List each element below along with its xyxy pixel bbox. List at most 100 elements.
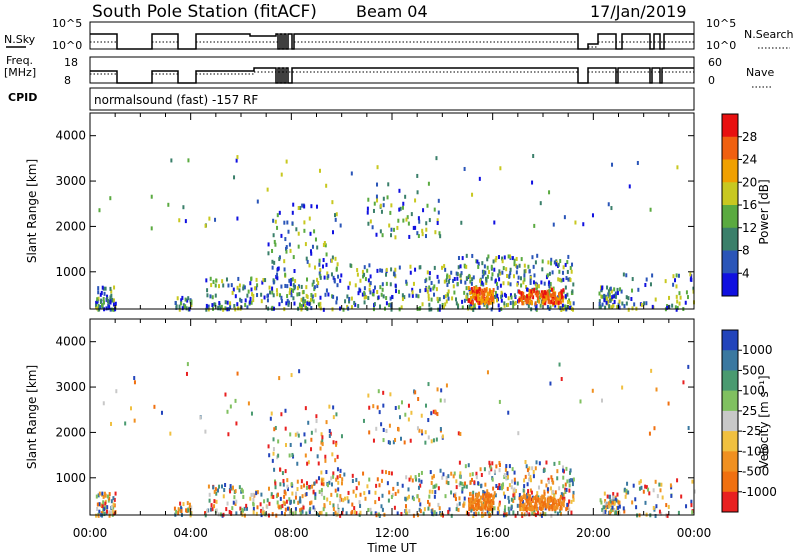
echo-cell bbox=[466, 296, 469, 301]
echo-cell bbox=[207, 484, 210, 489]
echo-cell bbox=[477, 264, 480, 269]
echo-cell bbox=[479, 278, 482, 283]
echo-cell bbox=[302, 290, 305, 295]
echo-cell bbox=[552, 289, 555, 294]
echo-cell bbox=[278, 505, 281, 510]
echo-cell bbox=[283, 220, 286, 225]
echo-cell bbox=[332, 503, 335, 508]
echo-cell bbox=[327, 292, 330, 297]
echo-cell bbox=[501, 256, 504, 261]
echo-cell bbox=[676, 299, 679, 304]
echo-cell bbox=[546, 504, 549, 509]
echo-cell bbox=[678, 301, 681, 306]
echo-cell bbox=[248, 300, 251, 305]
echo-cell bbox=[243, 506, 246, 511]
echo-cell bbox=[185, 306, 188, 311]
echo-cell bbox=[369, 274, 372, 279]
echo-cell bbox=[300, 507, 303, 512]
echo-cell bbox=[685, 504, 688, 509]
echo-cell bbox=[318, 271, 321, 276]
echo-cell bbox=[557, 262, 560, 267]
echo-cell bbox=[389, 282, 392, 287]
echo-cell bbox=[484, 505, 487, 510]
echo-cell bbox=[678, 291, 681, 296]
echo-cell bbox=[519, 499, 522, 504]
echo-cell bbox=[493, 506, 496, 511]
echo-cell bbox=[320, 492, 323, 497]
echo-cell bbox=[499, 463, 502, 468]
echo-cell bbox=[292, 296, 295, 301]
echo-cell bbox=[471, 494, 474, 499]
echo-cell bbox=[288, 290, 291, 295]
echo-cell bbox=[372, 289, 375, 294]
echo-cell bbox=[336, 467, 339, 472]
echo-cell bbox=[562, 288, 565, 293]
echo-cell bbox=[452, 278, 455, 283]
echo-cell bbox=[532, 470, 535, 475]
echo-cell bbox=[652, 488, 655, 493]
echo-cell bbox=[377, 389, 380, 394]
echo-cell bbox=[572, 494, 575, 499]
echo-cell bbox=[666, 513, 669, 518]
echo-cell bbox=[479, 467, 482, 472]
echo-cell bbox=[475, 471, 478, 476]
echo-cell bbox=[569, 478, 572, 483]
echo-cell bbox=[480, 295, 483, 300]
echo-cell bbox=[331, 255, 334, 260]
echo-cell bbox=[541, 504, 544, 509]
echo-cell bbox=[465, 295, 468, 300]
echo-cell bbox=[512, 300, 515, 305]
echo-cell bbox=[109, 295, 112, 300]
echo-cell bbox=[302, 296, 305, 301]
echo-cell bbox=[112, 502, 115, 507]
echo-cell bbox=[363, 300, 366, 305]
echo-cell bbox=[556, 295, 559, 300]
echo-cell bbox=[492, 486, 495, 491]
echo-cell bbox=[344, 496, 347, 501]
echo-cell bbox=[491, 292, 494, 297]
echo-cell bbox=[106, 296, 109, 301]
freq-tick-bottom: 8 bbox=[64, 74, 71, 87]
echo-cell bbox=[239, 297, 242, 302]
echo-cell bbox=[487, 254, 490, 259]
echo-cell bbox=[480, 472, 483, 477]
echo-cell bbox=[280, 233, 283, 238]
echo-cell bbox=[614, 291, 617, 296]
echo-cell bbox=[247, 289, 250, 294]
nsearch-dots bbox=[90, 41, 694, 48]
echo-cell bbox=[531, 466, 534, 471]
echo-cell bbox=[188, 502, 191, 507]
echo-cell bbox=[355, 477, 358, 482]
echo-cell bbox=[481, 288, 484, 293]
echo-cell bbox=[435, 483, 438, 488]
echo-cell bbox=[246, 305, 249, 310]
echo-cell bbox=[394, 235, 397, 240]
echo-cell bbox=[284, 443, 287, 448]
echo-cell bbox=[400, 511, 403, 516]
echo-cell bbox=[692, 286, 695, 291]
echo-cell bbox=[674, 305, 677, 310]
echo-cell bbox=[381, 268, 384, 273]
echo-cell bbox=[613, 287, 616, 292]
echo-cell bbox=[528, 293, 531, 298]
echo-cell bbox=[490, 493, 493, 498]
echo-cell bbox=[468, 273, 471, 278]
echo-cell bbox=[507, 302, 510, 307]
echo-cell bbox=[332, 275, 335, 280]
echo-cell bbox=[546, 273, 549, 278]
echo-cell bbox=[476, 292, 479, 297]
echo-cell bbox=[388, 423, 391, 428]
echo-cell bbox=[527, 304, 530, 309]
echo-cell bbox=[306, 481, 309, 486]
echo-cell bbox=[296, 487, 299, 492]
echo-cell bbox=[439, 398, 442, 403]
echo-cell bbox=[603, 297, 606, 302]
echo-cell bbox=[250, 287, 253, 292]
echo-cell bbox=[322, 258, 325, 263]
echo-cell bbox=[294, 278, 297, 283]
echo-cell bbox=[513, 301, 516, 306]
echo-cell bbox=[176, 296, 179, 301]
echo-cell bbox=[515, 270, 518, 275]
echo-cell bbox=[685, 290, 688, 295]
